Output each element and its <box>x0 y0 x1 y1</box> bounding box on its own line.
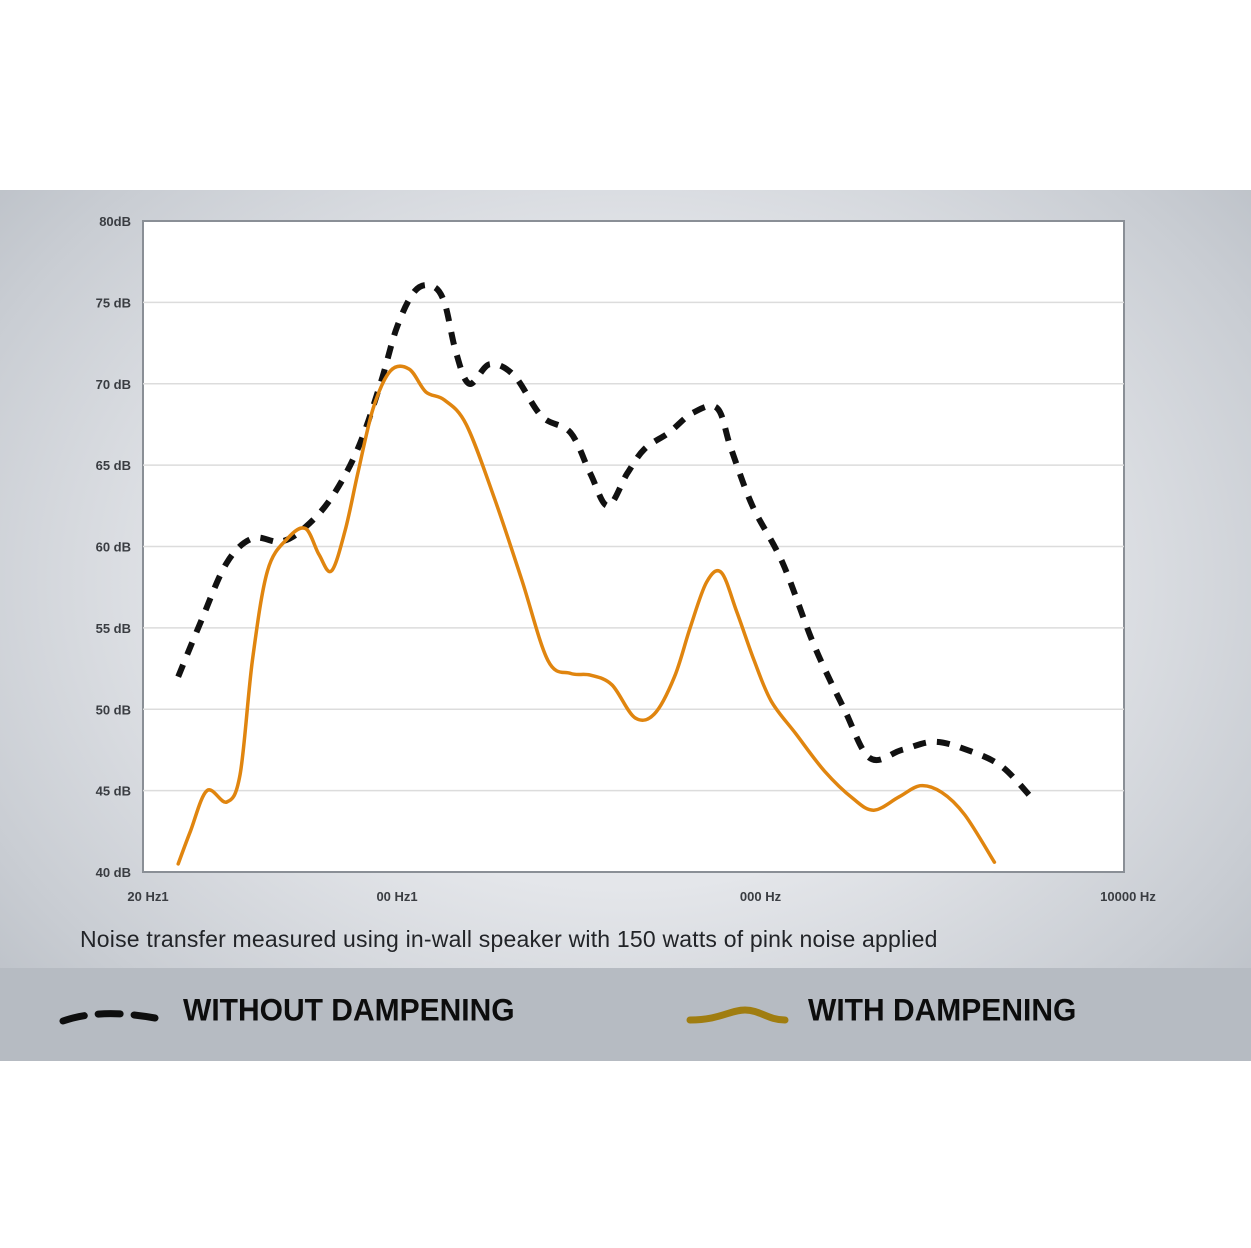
legend-swatch-with-dampening <box>686 1006 789 1024</box>
y-tick-label: 50 dB <box>96 702 131 717</box>
x-tick-label: 10000 Hz <box>1100 889 1156 904</box>
grid-lines <box>143 301 1124 792</box>
y-tick-label: 70 dB <box>96 377 131 392</box>
y-tick-label: 45 dB <box>96 784 131 799</box>
y-tick-label: 60 dB <box>96 540 131 555</box>
legend-swatch-without-dampening <box>59 1010 159 1025</box>
y-tick-label: 80dB <box>99 214 131 229</box>
x-tick-label: 00 Hz1 <box>376 889 417 904</box>
y-tick-label: 65 dB <box>96 458 131 473</box>
legend-band <box>0 968 1251 1061</box>
legend-label-without-dampening: WITHOUT DAMPENING <box>183 993 515 1028</box>
legend-label-with-dampening: WITH DAMPENING <box>808 993 1077 1028</box>
x-axis-ticks: 20 Hz1 00 Hz1 000 Hz 10000 Hz <box>127 889 1156 904</box>
chart-caption: Noise transfer measured using in-wall sp… <box>80 926 938 952</box>
series-line-with-dampening <box>176 364 997 866</box>
x-tick-label: 000 Hz <box>740 889 782 904</box>
y-tick-label: 55 dB <box>96 621 131 636</box>
series-line-without-dampening <box>175 282 1035 801</box>
y-axis-ticks: 80dB 75 dB 70 dB 65 dB 60 dB 55 dB 50 dB 45 dB 4… <box>96 214 131 880</box>
y-tick-label: 40 dB <box>96 865 131 880</box>
y-tick-label: 75 dB <box>96 295 131 310</box>
x-tick-label: 20 Hz1 <box>127 889 168 904</box>
